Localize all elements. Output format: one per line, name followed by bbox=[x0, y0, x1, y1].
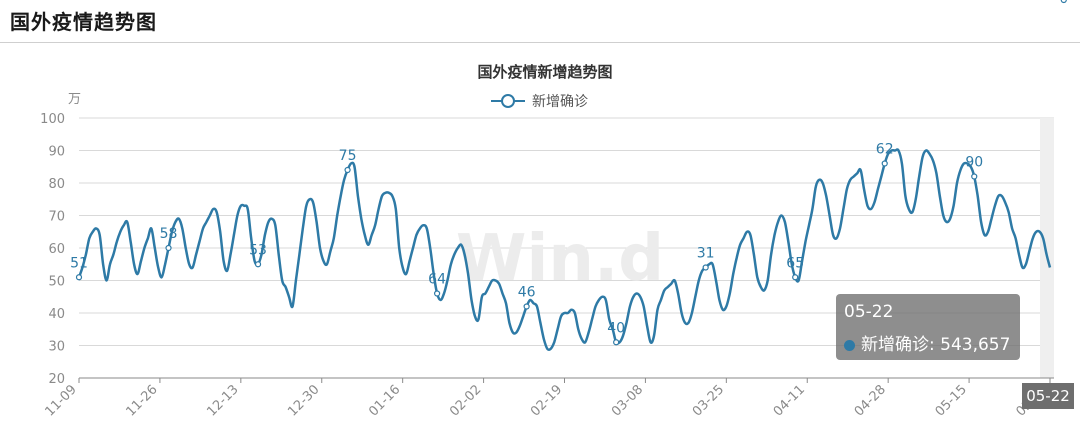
data-point bbox=[613, 339, 620, 346]
chart-legend[interactable]: 新增确诊 bbox=[491, 94, 588, 110]
y-tick-label: 40 bbox=[48, 307, 65, 322]
x-tick-label: 03-08 bbox=[609, 382, 646, 419]
data-point bbox=[792, 274, 799, 281]
x-tick-label: 12-30 bbox=[285, 382, 322, 419]
x-tick-label: 02-02 bbox=[447, 382, 484, 419]
x-tick-label: 04-11 bbox=[771, 382, 808, 419]
data-label: 58 bbox=[160, 226, 178, 242]
x-tick-label: 12-13 bbox=[204, 382, 241, 419]
data-label: 75 bbox=[339, 148, 357, 164]
x-tick-label: 11-09 bbox=[43, 382, 80, 419]
data-label: 64 bbox=[428, 272, 446, 288]
data-point bbox=[1060, 0, 1067, 4]
x-tick-label: 05-15 bbox=[933, 382, 970, 419]
tooltip-row: 新增确诊: 543,657 bbox=[844, 330, 1010, 355]
y-tick-label: 60 bbox=[48, 242, 65, 257]
x-tick-label: 04-28 bbox=[852, 382, 889, 419]
chart-watermark: Win.d bbox=[456, 222, 664, 296]
data-point bbox=[433, 290, 441, 297]
data-label: 31 bbox=[697, 246, 715, 262]
tooltip-date: 05-22 bbox=[844, 302, 894, 322]
data-label: 65 bbox=[786, 255, 804, 271]
x-axis-ticks: 11-09 11-26 12-13 12-30 01-16 02-02 02-19 03-08… bbox=[43, 378, 1051, 420]
data-label: 46 bbox=[518, 285, 536, 301]
data-point bbox=[523, 303, 530, 310]
data-labels: 515853756446403165629054 bbox=[70, 142, 983, 337]
y-tick-label: 70 bbox=[48, 210, 65, 225]
data-point bbox=[971, 173, 978, 180]
y-tick-label: 100 bbox=[40, 112, 65, 127]
data-point bbox=[344, 166, 351, 174]
tooltip-series-name: 新增确诊 bbox=[861, 335, 929, 355]
y-axis-unit: 万 bbox=[68, 92, 81, 107]
data-point bbox=[702, 264, 709, 271]
legend-label: 新增确诊 bbox=[532, 94, 588, 110]
y-tick-label: 20 bbox=[48, 372, 65, 387]
data-label: 90 bbox=[965, 155, 983, 171]
series-line-new-confirmed bbox=[77, 148, 1052, 352]
axis-pointer-band bbox=[1040, 118, 1054, 378]
data-label: 40 bbox=[607, 320, 625, 336]
y-tick-label: 80 bbox=[48, 177, 65, 192]
y-tick-label: 90 bbox=[48, 145, 65, 160]
data-label: 53 bbox=[249, 242, 267, 258]
x-tick-label: 02-19 bbox=[528, 382, 565, 419]
y-tick-label: 30 bbox=[48, 340, 65, 355]
chart-title: 国外疫情新增趋势图 bbox=[477, 63, 612, 81]
y-tick-label: 50 bbox=[48, 275, 65, 290]
data-point bbox=[881, 160, 888, 167]
tooltip-series-dot bbox=[844, 339, 855, 351]
page-title: 国外疫情趋势图 bbox=[10, 10, 157, 34]
tooltip-value: 543,657 bbox=[940, 335, 1011, 355]
axis-pointer-label: 05-22 bbox=[1022, 383, 1074, 409]
data-points bbox=[75, 0, 1067, 346]
header-divider bbox=[0, 42, 1080, 43]
x-tick-label: 03-25 bbox=[690, 382, 727, 419]
legend-circle-marker bbox=[501, 94, 515, 108]
data-label: 51 bbox=[70, 255, 88, 271]
data-point bbox=[254, 261, 262, 268]
hover-tooltip: 05-22 新增确诊: 543,657 bbox=[836, 294, 1020, 360]
x-tick-label: 11-26 bbox=[123, 382, 160, 419]
y-axis-ticks: 100 90 80 70 60 50 40 30 20 bbox=[40, 112, 65, 387]
data-point bbox=[75, 274, 83, 281]
x-tick-label: 01-16 bbox=[366, 382, 403, 419]
data-point bbox=[165, 244, 172, 252]
data-label: 62 bbox=[876, 142, 894, 158]
